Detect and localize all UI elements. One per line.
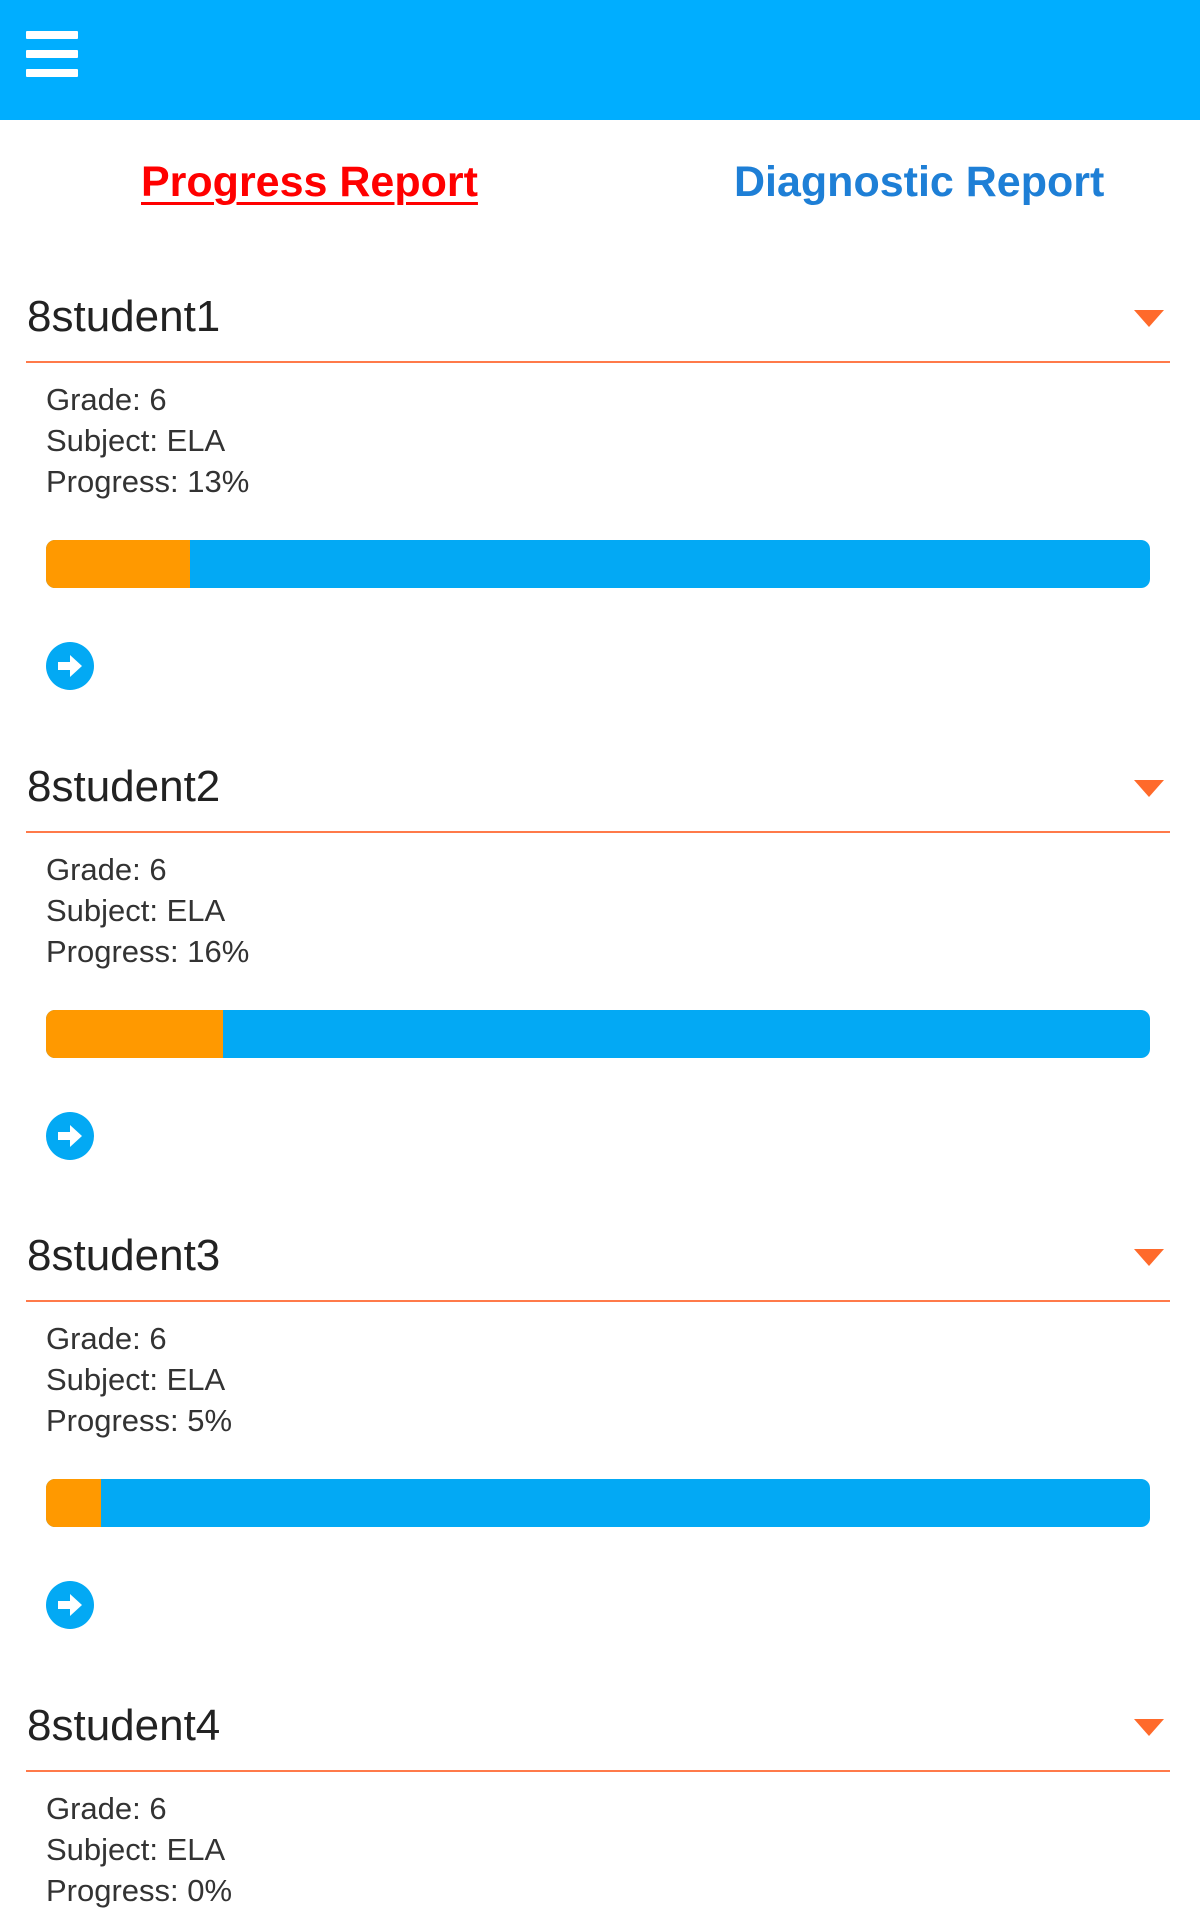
subject-text: Subject: ELA: [46, 1362, 226, 1397]
grade-text: Grade: 6: [46, 1321, 167, 1356]
student-name: 8student1: [27, 292, 221, 341]
student-name: 8student4: [27, 1701, 221, 1750]
progress-bar-fill: [46, 1479, 102, 1527]
student-name: 8student3: [27, 1231, 221, 1280]
caret-down-icon[interactable]: [1134, 310, 1164, 327]
progress-bar-fill: [46, 540, 190, 588]
progress-bar: [46, 1010, 1150, 1058]
tab-diagnostic-report[interactable]: Diagnostic Report: [734, 158, 1105, 206]
app-bar: [0, 0, 1200, 120]
progress-text: Progress: 5%: [46, 1403, 233, 1438]
open-report-button[interactable]: [46, 642, 94, 690]
student-header[interactable]: 8student4: [26, 1677, 1170, 1772]
student-name: 8student2: [27, 762, 221, 811]
caret-down-icon[interactable]: [1134, 780, 1164, 797]
subject-text: Subject: ELA: [46, 1832, 226, 1867]
subject-text: Subject: ELA: [46, 423, 226, 458]
progress-text: Progress: 0%: [46, 1873, 233, 1908]
arrow-right-icon: [58, 1594, 82, 1616]
caret-down-icon[interactable]: [1134, 1249, 1164, 1266]
progress-text: Progress: 13%: [46, 464, 250, 499]
arrow-right-icon: [58, 1125, 82, 1147]
student-header[interactable]: 8student2: [26, 738, 1170, 833]
progress-bar: [46, 1479, 1150, 1527]
open-report-button[interactable]: [46, 1581, 94, 1629]
caret-down-icon[interactable]: [1134, 1719, 1164, 1736]
grade-text: Grade: 6: [46, 1791, 167, 1826]
progress-bar-fill: [46, 1010, 223, 1058]
subject-text: Subject: ELA: [46, 893, 226, 928]
report-tabs: Progress Report Diagnostic Report: [0, 120, 1200, 250]
open-report-button[interactable]: [46, 1112, 94, 1160]
student-card: 8student3 Grade: 6 Subject: ELA Progress…: [0, 1207, 1200, 1677]
grade-text: Grade: 6: [46, 382, 167, 417]
progress-bar: [46, 540, 1150, 588]
tab-progress-report[interactable]: Progress Report: [141, 158, 478, 206]
student-card: 8student4 Grade: 6 Subject: ELA Progress…: [0, 1677, 1200, 1920]
hamburger-menu-icon[interactable]: [26, 31, 78, 77]
progress-text: Progress: 16%: [46, 934, 250, 969]
arrow-right-icon: [58, 655, 82, 677]
student-header[interactable]: 8student3: [26, 1207, 1170, 1302]
grade-text: Grade: 6: [46, 852, 167, 887]
student-card: 8student1 Grade: 6 Subject: ELA Progress…: [0, 268, 1200, 738]
student-header[interactable]: 8student1: [26, 268, 1170, 363]
student-card: 8student2 Grade: 6 Subject: ELA Progress…: [0, 738, 1200, 1208]
